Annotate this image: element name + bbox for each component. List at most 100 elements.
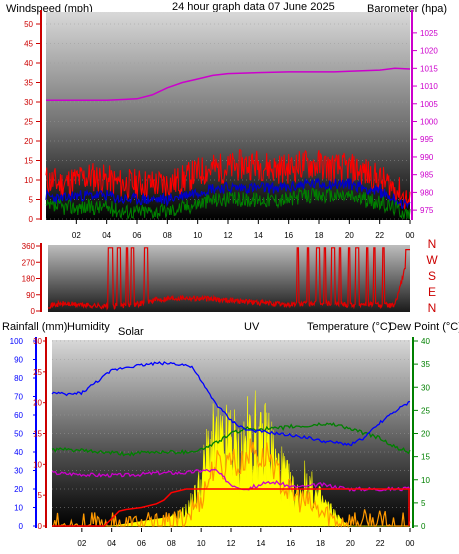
humidity-tick-label: 40: [14, 448, 23, 457]
humidity-tick-label: 50: [14, 430, 23, 439]
windspeed-tick-label: 50: [24, 20, 33, 29]
humidity-tick-label: 70: [14, 393, 23, 402]
humidity-tick-label: 0: [19, 522, 24, 531]
x-tick-label: 12: [227, 539, 236, 548]
windgust-line: [45, 177, 411, 210]
rainfall-tick-label: 15: [33, 430, 42, 439]
temperature-tick-label: 25: [421, 406, 430, 415]
windspeed-tick-label: 30: [24, 98, 33, 107]
humidity-tick-label: 30: [14, 467, 23, 476]
windspeed-tick-label: 5: [29, 196, 34, 205]
chart-title: 24 hour graph data 07 June 2025: [172, 1, 335, 13]
barometer-tick-label: 985: [420, 171, 434, 180]
windspeed-line: [45, 149, 411, 210]
humidity-tick-label: 90: [14, 356, 23, 365]
barometer-tick-label: 1010: [420, 82, 438, 91]
x-tick-label: 22: [376, 539, 385, 548]
direction-tick-label: 270: [22, 258, 36, 267]
barometer-line: [46, 67, 411, 101]
direction-label: S: [428, 269, 436, 283]
barometer-tick-label: 990: [420, 153, 434, 162]
humidity-tick-label: 80: [14, 374, 23, 383]
solar-axis-label: Solar: [118, 326, 144, 338]
temperature-tick-label: 10: [421, 476, 430, 485]
rainfall-tick-label: 30: [33, 337, 42, 346]
rainfall-tick-label: 25: [33, 368, 42, 377]
wind-direction-line: [47, 247, 410, 311]
x-tick-label: 02: [77, 539, 86, 548]
x-tick-label: 18: [316, 539, 325, 548]
rainfall-tick-label: 20: [33, 399, 42, 408]
temperature-tick-label: 5: [421, 499, 426, 508]
conditions-chart-axes: 0 10 20 30 40 50 60 70 80 90 100 0 5 10 15 20 25 30 0 5 10 15…: [10, 337, 430, 531]
rainfall-tick-label: 0: [38, 522, 43, 531]
wind-chart-axes: 0510152025303540455097598098599099510001…: [24, 10, 438, 224]
temperature-axis-label: Temperature (°C): [307, 321, 391, 333]
uv-line: [52, 438, 411, 529]
direction-tick-label: 90: [26, 291, 35, 300]
humidity-axis-label: Humidity: [67, 321, 110, 333]
temperature-tick-label: 30: [421, 383, 430, 392]
dewpoint-line: [51, 468, 411, 492]
humidity-line: [51, 361, 411, 447]
x-tick-label: 20: [345, 231, 354, 240]
x-tick-label: 14: [256, 539, 265, 548]
x-tick-label: 12: [224, 231, 233, 240]
windavg-line: [45, 187, 411, 221]
x-tick-label: 16: [284, 231, 293, 240]
temperature-tick-label: 0: [421, 522, 426, 531]
direction-tick-label: 360: [22, 242, 36, 251]
x-tick-label: 10: [193, 231, 202, 240]
direction-tick-label: 0: [31, 307, 36, 316]
barometer-tick-label: 1000: [420, 118, 438, 127]
windspeed-tick-label: 10: [24, 176, 33, 185]
humidity-tick-label: 10: [14, 504, 23, 513]
conditions-chart-x-ticks: 02 04 06 08 10 12 14 16 18 20 22 00: [77, 528, 415, 548]
x-tick-label: 00: [406, 231, 415, 240]
windspeed-tick-label: 40: [24, 59, 33, 68]
rainfall-axis-label: Rainfall (mm): [2, 321, 67, 333]
x-tick-label: 18: [315, 231, 324, 240]
barometer-tick-label: 1005: [420, 100, 438, 109]
x-tick-label: 08: [167, 539, 176, 548]
windspeed-tick-label: 45: [24, 40, 33, 49]
direction-label: N: [428, 301, 437, 315]
direction-label: N: [428, 237, 437, 251]
barometer-tick-label: 1025: [420, 29, 438, 38]
conditions-chart-series: [51, 361, 411, 529]
rainfall-tick-label: 10: [33, 460, 42, 469]
temperature-tick-label: 40: [421, 337, 430, 346]
humidity-tick-label: 20: [14, 485, 23, 494]
wind-chart-x-ticks: 02 04 06 08 10 12 14 16 18 20 22 00: [72, 220, 415, 240]
direction-label: W: [426, 253, 438, 267]
barometer-tick-label: 1015: [420, 64, 438, 73]
barometer-tick-label: 995: [420, 135, 434, 144]
x-tick-label: 10: [197, 539, 206, 548]
uv-axis-label: UV: [244, 321, 260, 333]
direction-chart-series: [47, 247, 410, 311]
rainfall-tick-label: 5: [38, 491, 43, 500]
x-tick-label: 04: [102, 231, 111, 240]
x-tick-label: 08: [163, 231, 172, 240]
rainfall-line: [52, 488, 410, 527]
direction-tick-label: 180: [22, 275, 36, 284]
humidity-tick-label: 60: [14, 411, 23, 420]
barometer-tick-label: 975: [420, 206, 434, 215]
x-tick-label: 20: [346, 539, 355, 548]
dewpoint-axis-label: Dew Point (°C): [389, 321, 459, 333]
temperature-line: [51, 422, 411, 457]
temperature-tick-label: 20: [421, 430, 430, 439]
windspeed-tick-label: 25: [24, 118, 33, 127]
windspeed-tick-label: 35: [24, 79, 33, 88]
x-tick-label: 22: [375, 231, 384, 240]
humidity-tick-label: 100: [10, 337, 24, 346]
x-tick-label: 06: [133, 231, 142, 240]
x-tick-label: 02: [72, 231, 81, 240]
wind-chart-series: [45, 67, 411, 221]
direction-label: E: [428, 285, 436, 299]
temperature-tick-label: 35: [421, 360, 430, 369]
x-tick-label: 16: [286, 539, 295, 548]
x-tick-label: 04: [107, 539, 116, 548]
